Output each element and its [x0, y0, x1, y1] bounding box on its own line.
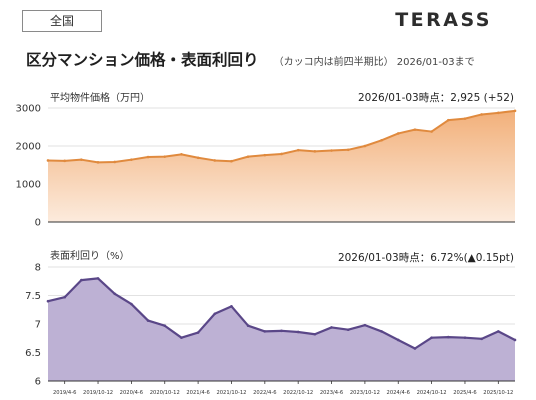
data-point [130, 158, 133, 161]
page-title: 区分マンション価格・表面利回り [26, 51, 259, 69]
data-point [113, 292, 117, 296]
x-tick-label: 2024/4-6 [387, 390, 410, 396]
data-point [296, 148, 300, 152]
x-tick-label: 2020/10-12 [150, 390, 180, 396]
page-subtitle: （カッコ内は前四半期比） 2026/01-03まで [273, 57, 475, 68]
x-tick-label: 2022/4-6 [253, 390, 276, 396]
y-tick-label: 6.5 [25, 348, 41, 359]
data-point [196, 331, 200, 334]
data-point [396, 338, 400, 342]
y-tick-label: 3000 [16, 104, 41, 115]
data-point [180, 153, 183, 156]
x-tick-label: 2023/10-12 [350, 390, 380, 396]
data-point [513, 338, 517, 342]
data-point [513, 109, 517, 113]
data-point [380, 330, 383, 333]
data-point [430, 336, 433, 339]
x-tick-label: 2023/4-6 [320, 390, 343, 396]
data-point [413, 347, 417, 350]
x-tick-label: 2025/10-12 [483, 390, 513, 396]
data-point [497, 330, 500, 333]
data-point [446, 335, 450, 339]
chart-title: 平均物件価格（万円） [50, 91, 150, 104]
data-point [313, 332, 317, 336]
series-area [48, 110, 515, 222]
y-tick-label: 7 [35, 320, 41, 331]
data-point [363, 323, 367, 327]
data-point [280, 329, 283, 333]
data-point [46, 159, 50, 162]
x-tick-label: 2022/10-12 [283, 390, 313, 396]
data-point [396, 132, 400, 135]
x-tick-label: 2025/4-6 [453, 390, 476, 396]
data-point [480, 337, 483, 341]
x-tick-label: 2021/10-12 [216, 390, 246, 396]
data-point [296, 330, 300, 334]
data-point [463, 336, 467, 339]
data-point [63, 295, 66, 299]
latest-value-annotation: 2026/01-03時点：6.72%(▲0.15pt) [338, 252, 514, 264]
data-point [246, 155, 250, 158]
data-point [163, 155, 167, 158]
data-point [196, 156, 200, 160]
data-point [413, 128, 417, 131]
data-point [113, 160, 117, 164]
data-point [146, 319, 150, 322]
data-point [363, 144, 367, 148]
data-point [480, 113, 483, 116]
series-area [48, 278, 515, 381]
data-point [380, 139, 383, 142]
latest-value-annotation: 2026/01-03時点：2,925 (+52) [358, 92, 514, 104]
price-chart: 平均物件価格（万円） 2026/01-03時点：2,925 (+52) 0 1000 2… [16, 91, 517, 229]
data-point [330, 149, 333, 152]
brand-logo: TERASS [395, 9, 492, 31]
data-point [163, 324, 167, 328]
data-point [63, 159, 66, 163]
data-point [146, 155, 150, 159]
data-point [330, 326, 333, 329]
data-point [130, 302, 133, 306]
data-point [263, 153, 267, 157]
x-tick-label: 2024/10-12 [417, 390, 447, 396]
data-point [213, 159, 217, 162]
data-point [96, 161, 100, 164]
data-point [263, 330, 267, 333]
data-point [497, 111, 500, 115]
data-point [46, 299, 50, 303]
data-point [80, 278, 83, 282]
data-point [213, 312, 217, 316]
y-tick-label: 1000 [16, 180, 41, 191]
data-point [246, 324, 250, 328]
y-tick-label: 7.5 [25, 291, 41, 302]
x-tick-label: 2021/4-6 [186, 390, 209, 396]
data-point [230, 305, 233, 308]
x-tick-label: 2020/4-6 [120, 390, 143, 396]
title-row: 区分マンション価格・表面利回り （カッコ内は前四半期比） 2026/01-03ま… [26, 48, 475, 70]
data-point [346, 328, 350, 332]
data-point [446, 118, 450, 122]
data-point [80, 158, 83, 161]
data-point [180, 336, 183, 339]
x-tick-label: 2019/10-12 [83, 390, 113, 396]
data-point [463, 117, 467, 120]
y-tick-label: 8 [35, 263, 41, 274]
data-point [313, 150, 317, 153]
y-tick-label: 6 [35, 377, 41, 388]
x-tick-label: 2019/4-6 [53, 390, 76, 396]
data-point [96, 277, 100, 280]
data-point [280, 152, 283, 156]
data-point [230, 159, 233, 163]
region-tag: 全国 [22, 10, 102, 32]
yield-chart: 表面利回り（%） 2026/01-03時点：6.72%(▲0.15pt) 6 6.5 7… [25, 249, 517, 396]
chart-title: 表面利回り（%） [50, 249, 130, 262]
y-tick-label: 0 [35, 218, 41, 229]
y-tick-label: 2000 [16, 142, 41, 153]
data-point [346, 148, 350, 152]
data-point [430, 130, 433, 133]
